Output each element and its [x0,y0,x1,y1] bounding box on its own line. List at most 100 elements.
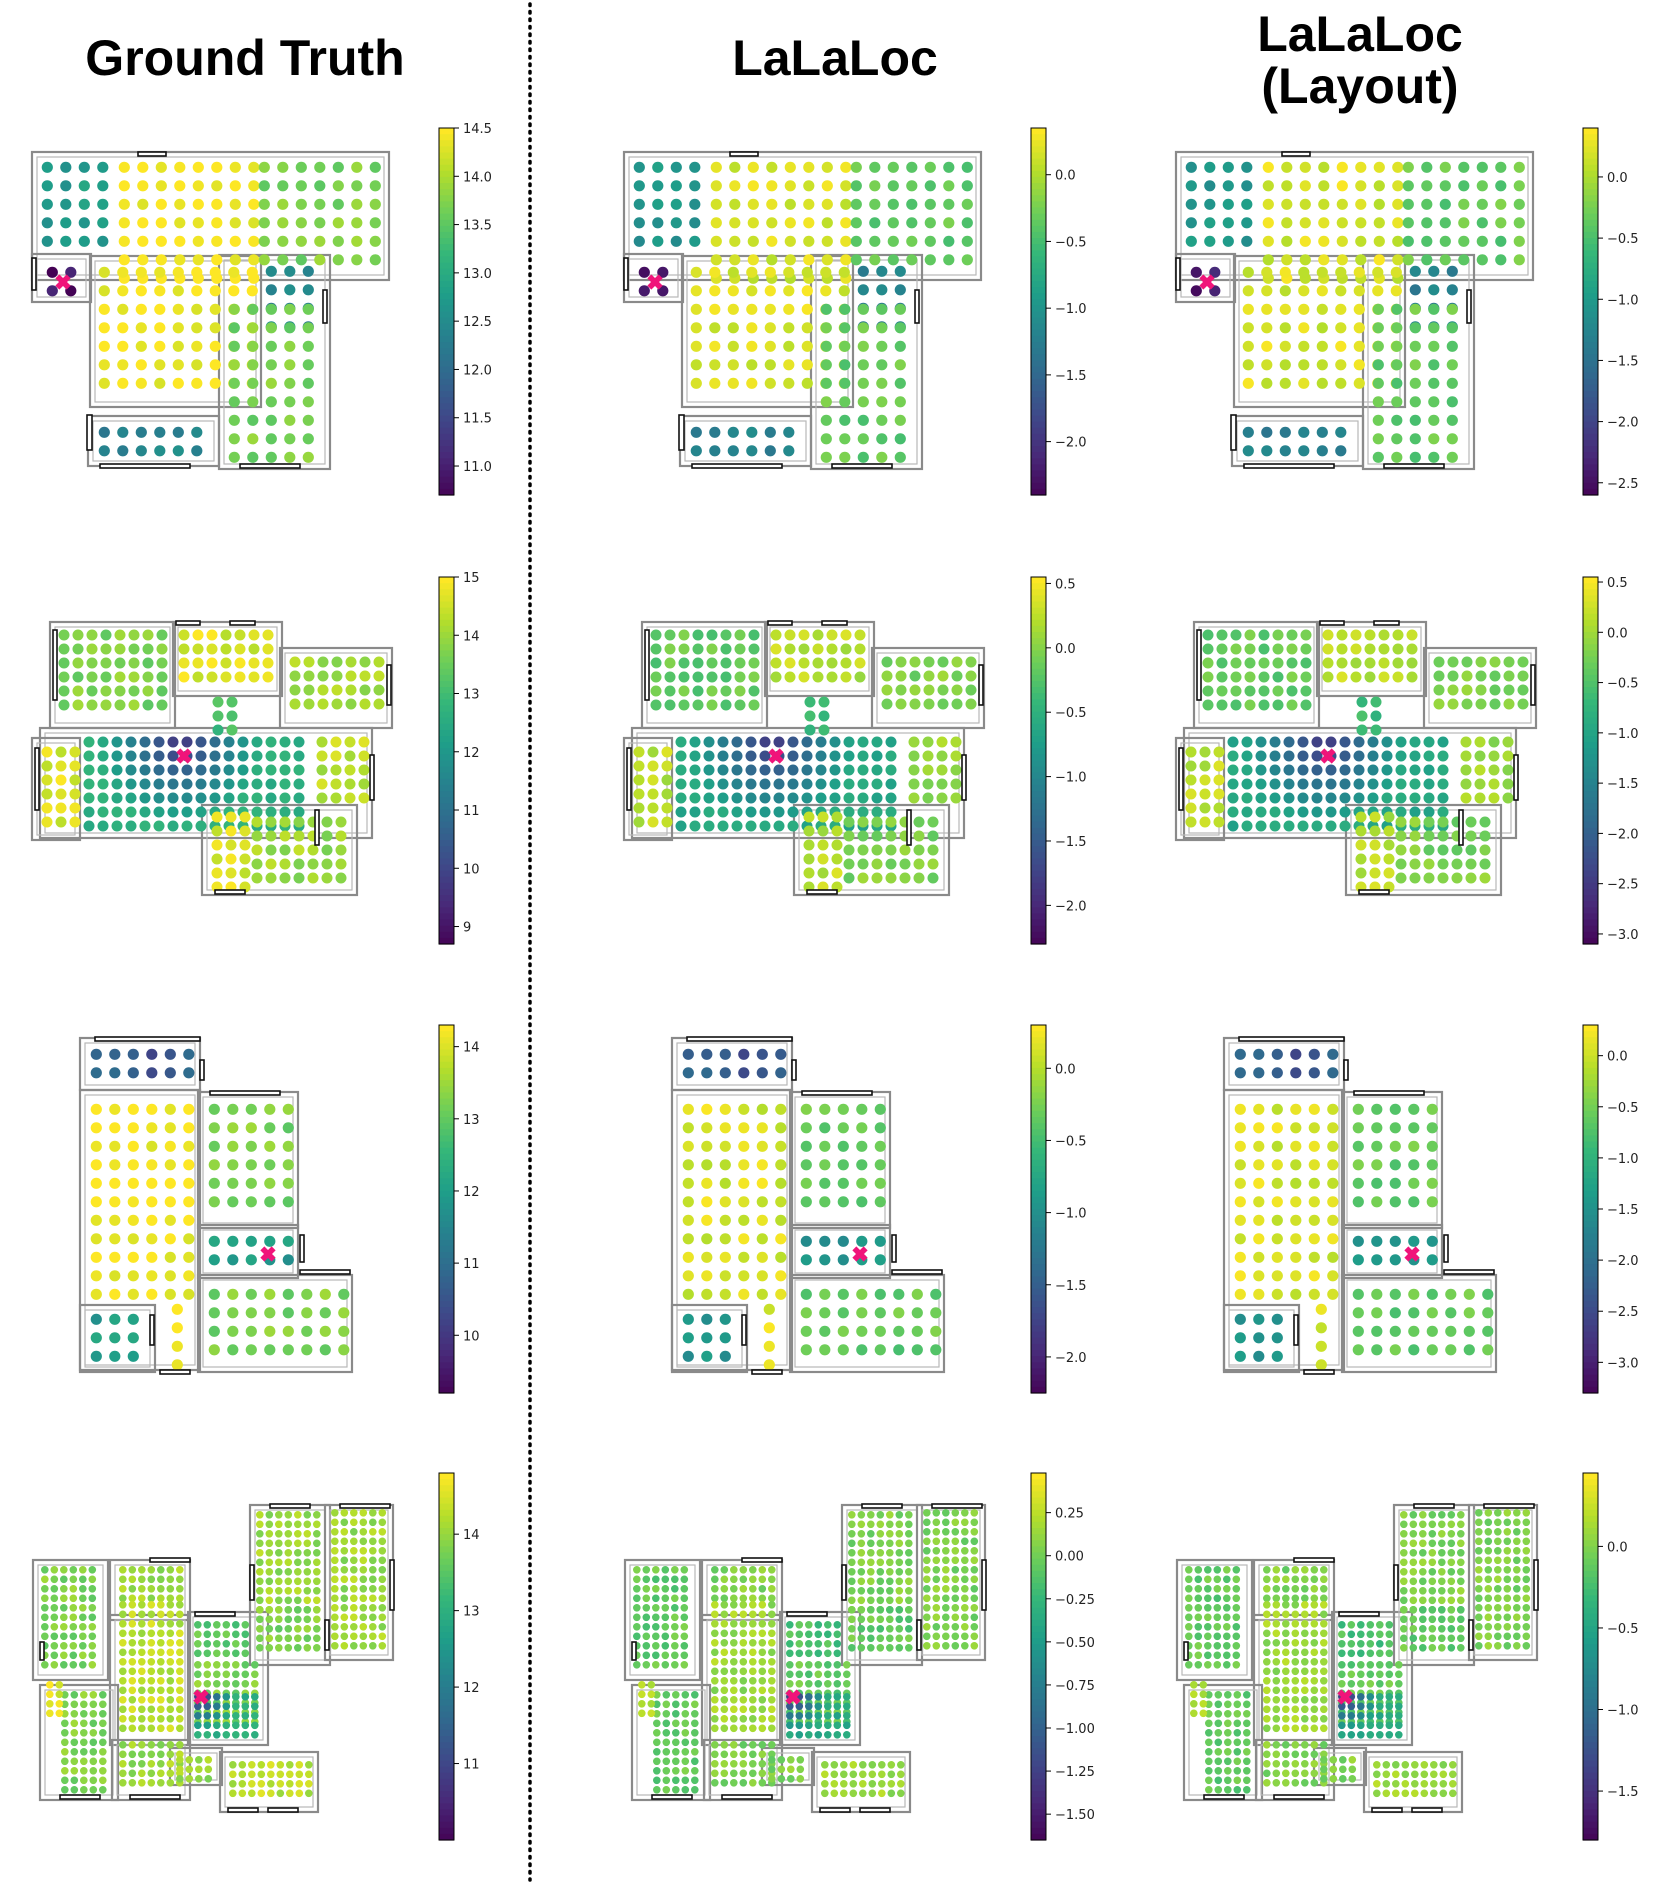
position-dot [211,180,223,192]
position-dot [307,872,319,884]
position-dot [351,198,363,210]
position-dot [166,1724,175,1733]
position-dot [1310,1601,1319,1609]
colorbar-segment [439,1778,454,1786]
position-dot [294,1625,302,1633]
position-dot [60,217,72,229]
position-dot [98,359,110,371]
position-dot [127,1103,139,1115]
colorbar-segment [439,668,454,676]
position-dot [181,736,193,748]
position-dot [1281,235,1293,247]
position-dot [50,1661,59,1669]
position-dot [739,1677,748,1685]
position-dot [338,1307,350,1319]
position-dot [856,1103,868,1115]
position-dot [321,844,333,856]
position-dot [1476,198,1488,210]
position-dot [232,1661,240,1669]
door [129,1794,181,1800]
position-dot [719,1196,731,1208]
colorbar-segment [439,458,454,466]
position-dot [727,340,739,352]
position-dot [820,340,832,352]
room-wall [1222,1088,1346,1372]
position-dot [99,1691,107,1699]
position-dot [833,1649,842,1658]
position-dot [1290,1140,1302,1152]
position-dot [1352,1288,1364,1300]
colorbar-segment [439,360,454,368]
position-dot [739,1750,748,1759]
colorbar-segment [1031,625,1046,633]
position-dot [819,1159,831,1171]
position-dot [775,1140,787,1152]
position-dot [222,1640,231,1648]
position-dot [146,1251,158,1263]
position-dot [142,685,154,697]
position-dot [1299,217,1311,229]
position-dot [745,806,757,818]
position-dot [730,1620,738,1628]
position-dot [897,1761,905,1769]
position-dot [1242,377,1254,389]
colorbar-segment [439,1687,454,1694]
position-dot [378,1642,387,1650]
position-dot [739,1639,748,1647]
position-dot [111,764,123,776]
position-dot [664,699,676,711]
colorbar-tick-label: 13.5 [463,219,492,234]
position-dot [1371,1177,1383,1189]
position-dot [867,1596,875,1605]
position-dot [1335,266,1347,278]
position-dot [69,1642,78,1650]
position-dot [1438,1530,1446,1538]
position-dot [1389,1254,1401,1266]
position-dot [1423,750,1435,762]
position-dot [711,1667,719,1676]
position-dot [345,656,357,668]
colorbar-segment [1031,189,1046,196]
position-dot [125,792,137,804]
position-dot [1446,265,1458,277]
colorbar-tick-label: 13.0 [463,267,492,282]
colorbar-segment [439,1258,454,1265]
position-dot [1299,161,1311,173]
position-dot [942,1604,950,1612]
position-dot [282,1235,294,1247]
position-dot [358,750,370,762]
position-dot [911,1325,923,1337]
colorbar-segment [439,1589,454,1596]
position-dot [824,1630,832,1639]
position-dot [1408,1140,1420,1152]
position-dot [1310,1667,1319,1676]
colorbar-tick-label: −1.0 [1055,771,1087,786]
position-dot [238,1780,247,1788]
position-dot [1347,1649,1356,1658]
position-dot [840,235,852,247]
position-dot [692,671,704,683]
position-dot [801,764,813,776]
position-dot [856,1288,868,1300]
colorbar-segment [439,403,454,410]
colorbar-segment [1583,207,1598,215]
position-dot [1204,198,1216,210]
position-dot [1227,764,1239,776]
colorbar-segment [1031,925,1046,933]
colorbar-segment [439,1104,454,1112]
position-dot [55,1681,64,1689]
position-dot [1426,1122,1438,1134]
position-dot [80,1710,88,1718]
position-dot [819,1307,831,1319]
position-dot [840,180,852,192]
position-dot [1272,1585,1281,1593]
position-dot [719,1122,731,1134]
position-dot [90,1103,102,1115]
position-dot [279,816,291,828]
position-dot [1202,643,1214,655]
position-dot [331,1604,339,1612]
position-dot [801,359,813,371]
position-dot [913,830,925,842]
position-dot [181,820,193,832]
position-dot [849,1780,858,1788]
